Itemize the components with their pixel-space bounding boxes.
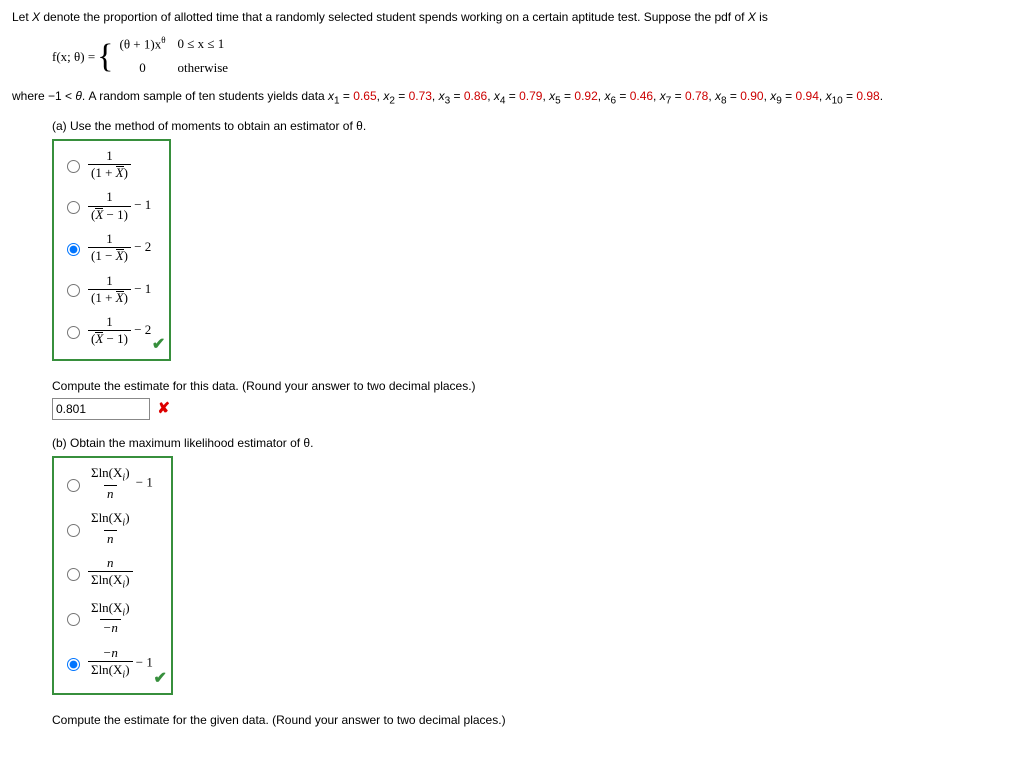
intro-pre: Let [12,10,32,24]
radio-button[interactable] [67,326,80,339]
piece1-cond: 0 ≤ x ≤ 1 [178,34,239,56]
sample-value: x3 = 0.86 [439,89,488,103]
part-a-prompt: (a) Use the method of moments to obtain … [52,117,1012,135]
pdf-definition: f(x; θ) = { (θ + 1)xθ 0 ≤ x ≤ 1 0 otherw… [52,32,1012,81]
fx-lhs: f(x; θ) = [52,47,95,67]
sample-value: x5 = 0.92 [549,89,598,103]
radio-button[interactable] [67,568,80,581]
intro-X2: X [748,10,756,24]
intro-end: is [756,10,768,24]
piece1-expr: (θ + 1)x [120,36,162,51]
radio-button[interactable] [67,284,80,297]
sample-value: x4 = 0.79 [494,89,543,103]
part-a-option[interactable]: 1(1 + X) − 1 [62,274,151,306]
wrong-icon: ✘ [157,400,170,417]
sample-data: x1 = 0.65, x2 = 0.73, x3 = 0.86, x4 = 0.… [328,89,880,103]
part-b-options: Σln(Xi)n − 1 Σln(Xi)n nΣln(Xi) Σln(Xi)−n −nΣ… [52,456,173,694]
check-icon: ✔ [153,667,166,691]
sample-value: x7 = 0.78 [660,89,709,103]
where-period: . [880,89,883,103]
part-a-options: 1(1 + X) 1(X − 1) − 1 1(1 − X) − 2 1(1 + X)… [52,139,171,361]
radio-button[interactable] [67,243,80,256]
intro-post: denote the proportion of allotted time t… [40,10,748,24]
piece1-sup: θ [161,35,165,45]
sample-value: x10 = 0.98 [826,89,880,103]
part-a-option[interactable]: 1(1 − X) − 2 [62,232,151,264]
part-b-option[interactable]: Σln(Xi)n [62,511,153,546]
part-a-compute-prompt: Compute the estimate for this data. (Rou… [52,377,1012,395]
radio-button[interactable] [67,613,80,626]
sample-value: x8 = 0.90 [715,89,764,103]
where-pre: where −1 < [12,89,75,103]
where-line: where −1 < θ. A random sample of ten stu… [12,87,1012,108]
radio-button[interactable] [67,201,80,214]
sample-value: x6 = 0.46 [604,89,653,103]
part-b-option[interactable]: Σln(Xi)n − 1 [62,466,153,501]
part-a-option[interactable]: 1(X − 1) − 1 [62,190,151,222]
part-b-compute-prompt: Compute the estimate for the given data.… [52,711,1012,729]
piece2-expr: 0 [120,58,176,80]
part-a-option[interactable]: 1(1 + X) [62,149,151,181]
part-a-answer-input[interactable] [52,398,150,420]
sample-value: x1 = 0.65 [328,89,377,103]
intro-X: X [32,10,40,24]
part-a-option[interactable]: 1(X − 1) − 2 [62,315,151,347]
radio-button[interactable] [67,479,80,492]
check-icon: ✔ [152,333,165,357]
part-b-option[interactable]: −nΣln(Xi) − 1 [62,646,153,681]
part-b-option[interactable]: nΣln(Xi) [62,556,153,591]
radio-button[interactable] [67,524,80,537]
piecewise-brace: { [97,40,113,74]
sample-value: x9 = 0.94 [770,89,819,103]
radio-button[interactable] [67,160,80,173]
part-b-option[interactable]: Σln(Xi)−n [62,601,153,636]
radio-button[interactable] [67,658,80,671]
piece2-cond: otherwise [178,58,239,80]
where-post: . A random sample of ten students yields… [82,89,328,103]
part-b-prompt: (b) Obtain the maximum likelihood estima… [52,434,1012,452]
intro-text: Let X denote the proportion of allotted … [12,8,1012,26]
sample-value: x2 = 0.73 [383,89,432,103]
